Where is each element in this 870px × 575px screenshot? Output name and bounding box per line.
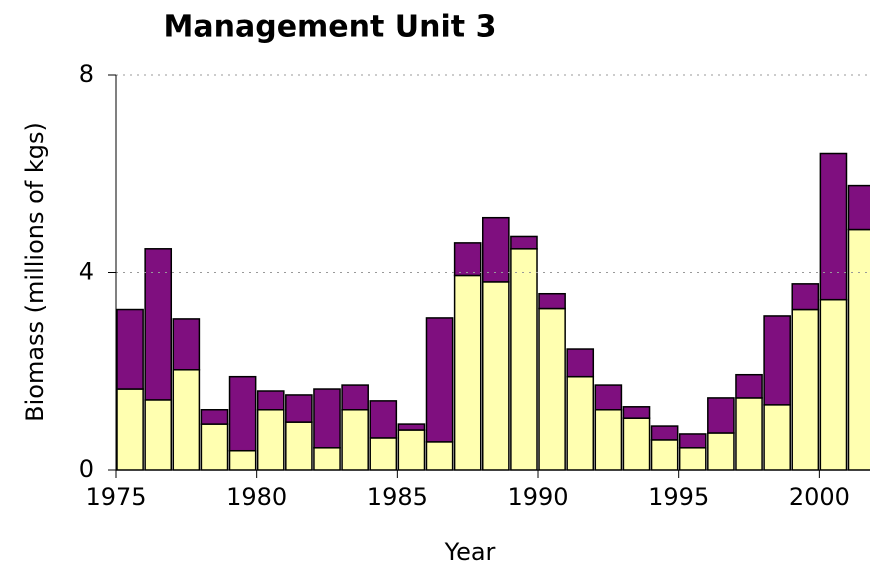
bar-segment xyxy=(453,274,482,471)
bar-segment xyxy=(791,283,820,311)
bar-segment xyxy=(425,441,454,471)
bar-segment xyxy=(538,292,566,310)
x-tick-label: 1975 xyxy=(85,483,146,511)
x-tick-label: 1995 xyxy=(648,483,709,511)
bar-segment xyxy=(172,318,201,371)
bar-segment xyxy=(228,375,257,452)
bar-segment xyxy=(397,423,426,431)
bar-segment xyxy=(763,404,791,471)
bar-segment xyxy=(819,152,848,301)
x-tick-label: 1990 xyxy=(507,483,568,511)
bar-segment xyxy=(594,384,623,411)
bar-segment xyxy=(341,384,369,411)
bar-segment xyxy=(256,390,285,411)
bar-segment xyxy=(285,421,313,471)
bar-segment xyxy=(256,409,285,471)
bar-segment xyxy=(228,449,257,471)
bar-segment xyxy=(847,228,870,471)
x-tick-label: 1980 xyxy=(226,483,287,511)
y-axis-label: Biomass (millions of kgs) xyxy=(21,122,49,422)
bar-segment xyxy=(200,423,229,471)
bar-segment xyxy=(819,298,848,471)
bar-segment xyxy=(735,373,763,399)
chart-title: Management Unit 3 xyxy=(164,10,497,45)
y-tick-label: 0 xyxy=(79,455,94,483)
x-tick-label: 1985 xyxy=(367,483,428,511)
bar-segment xyxy=(481,216,510,283)
bar-segment xyxy=(678,447,707,471)
bar-segment xyxy=(200,409,229,425)
bar-segment xyxy=(650,439,679,471)
bar-segment xyxy=(116,308,144,390)
bar-segment xyxy=(481,281,510,471)
bars xyxy=(116,152,870,471)
bar-segment xyxy=(397,429,426,471)
bar-segment xyxy=(622,417,651,471)
bar-segment xyxy=(791,308,820,471)
bar-segment xyxy=(678,433,707,449)
bar-segment xyxy=(707,397,735,434)
bar-segment xyxy=(594,409,623,471)
bar-segment xyxy=(538,307,566,471)
bar-segment xyxy=(847,184,870,231)
bar-segment xyxy=(369,400,398,439)
bar-segment xyxy=(566,348,595,378)
bar-segment xyxy=(566,375,595,471)
y-tick-label: 4 xyxy=(79,258,94,286)
x-tick-label: 2000 xyxy=(789,483,850,511)
bar-segment xyxy=(453,242,482,277)
bar-segment xyxy=(510,248,538,471)
bar-segment xyxy=(510,235,538,250)
y-tick-label: 8 xyxy=(79,60,94,88)
bar-segment xyxy=(369,437,398,471)
bar-segment xyxy=(313,388,341,449)
bar-segment xyxy=(707,432,735,471)
bar-segment xyxy=(735,397,763,471)
bar-segment xyxy=(622,406,651,419)
x-axis-label: Year xyxy=(444,538,496,566)
bar-segment xyxy=(650,425,679,441)
bar-segment xyxy=(285,394,313,423)
bar-segment xyxy=(144,248,173,401)
bar-segment xyxy=(313,447,341,471)
bar-segment xyxy=(116,388,144,471)
bar-segment xyxy=(763,315,791,406)
bar-segment xyxy=(425,317,454,443)
bar-segment xyxy=(172,369,201,471)
bar-segment xyxy=(341,409,369,471)
bar-segment xyxy=(144,399,173,471)
